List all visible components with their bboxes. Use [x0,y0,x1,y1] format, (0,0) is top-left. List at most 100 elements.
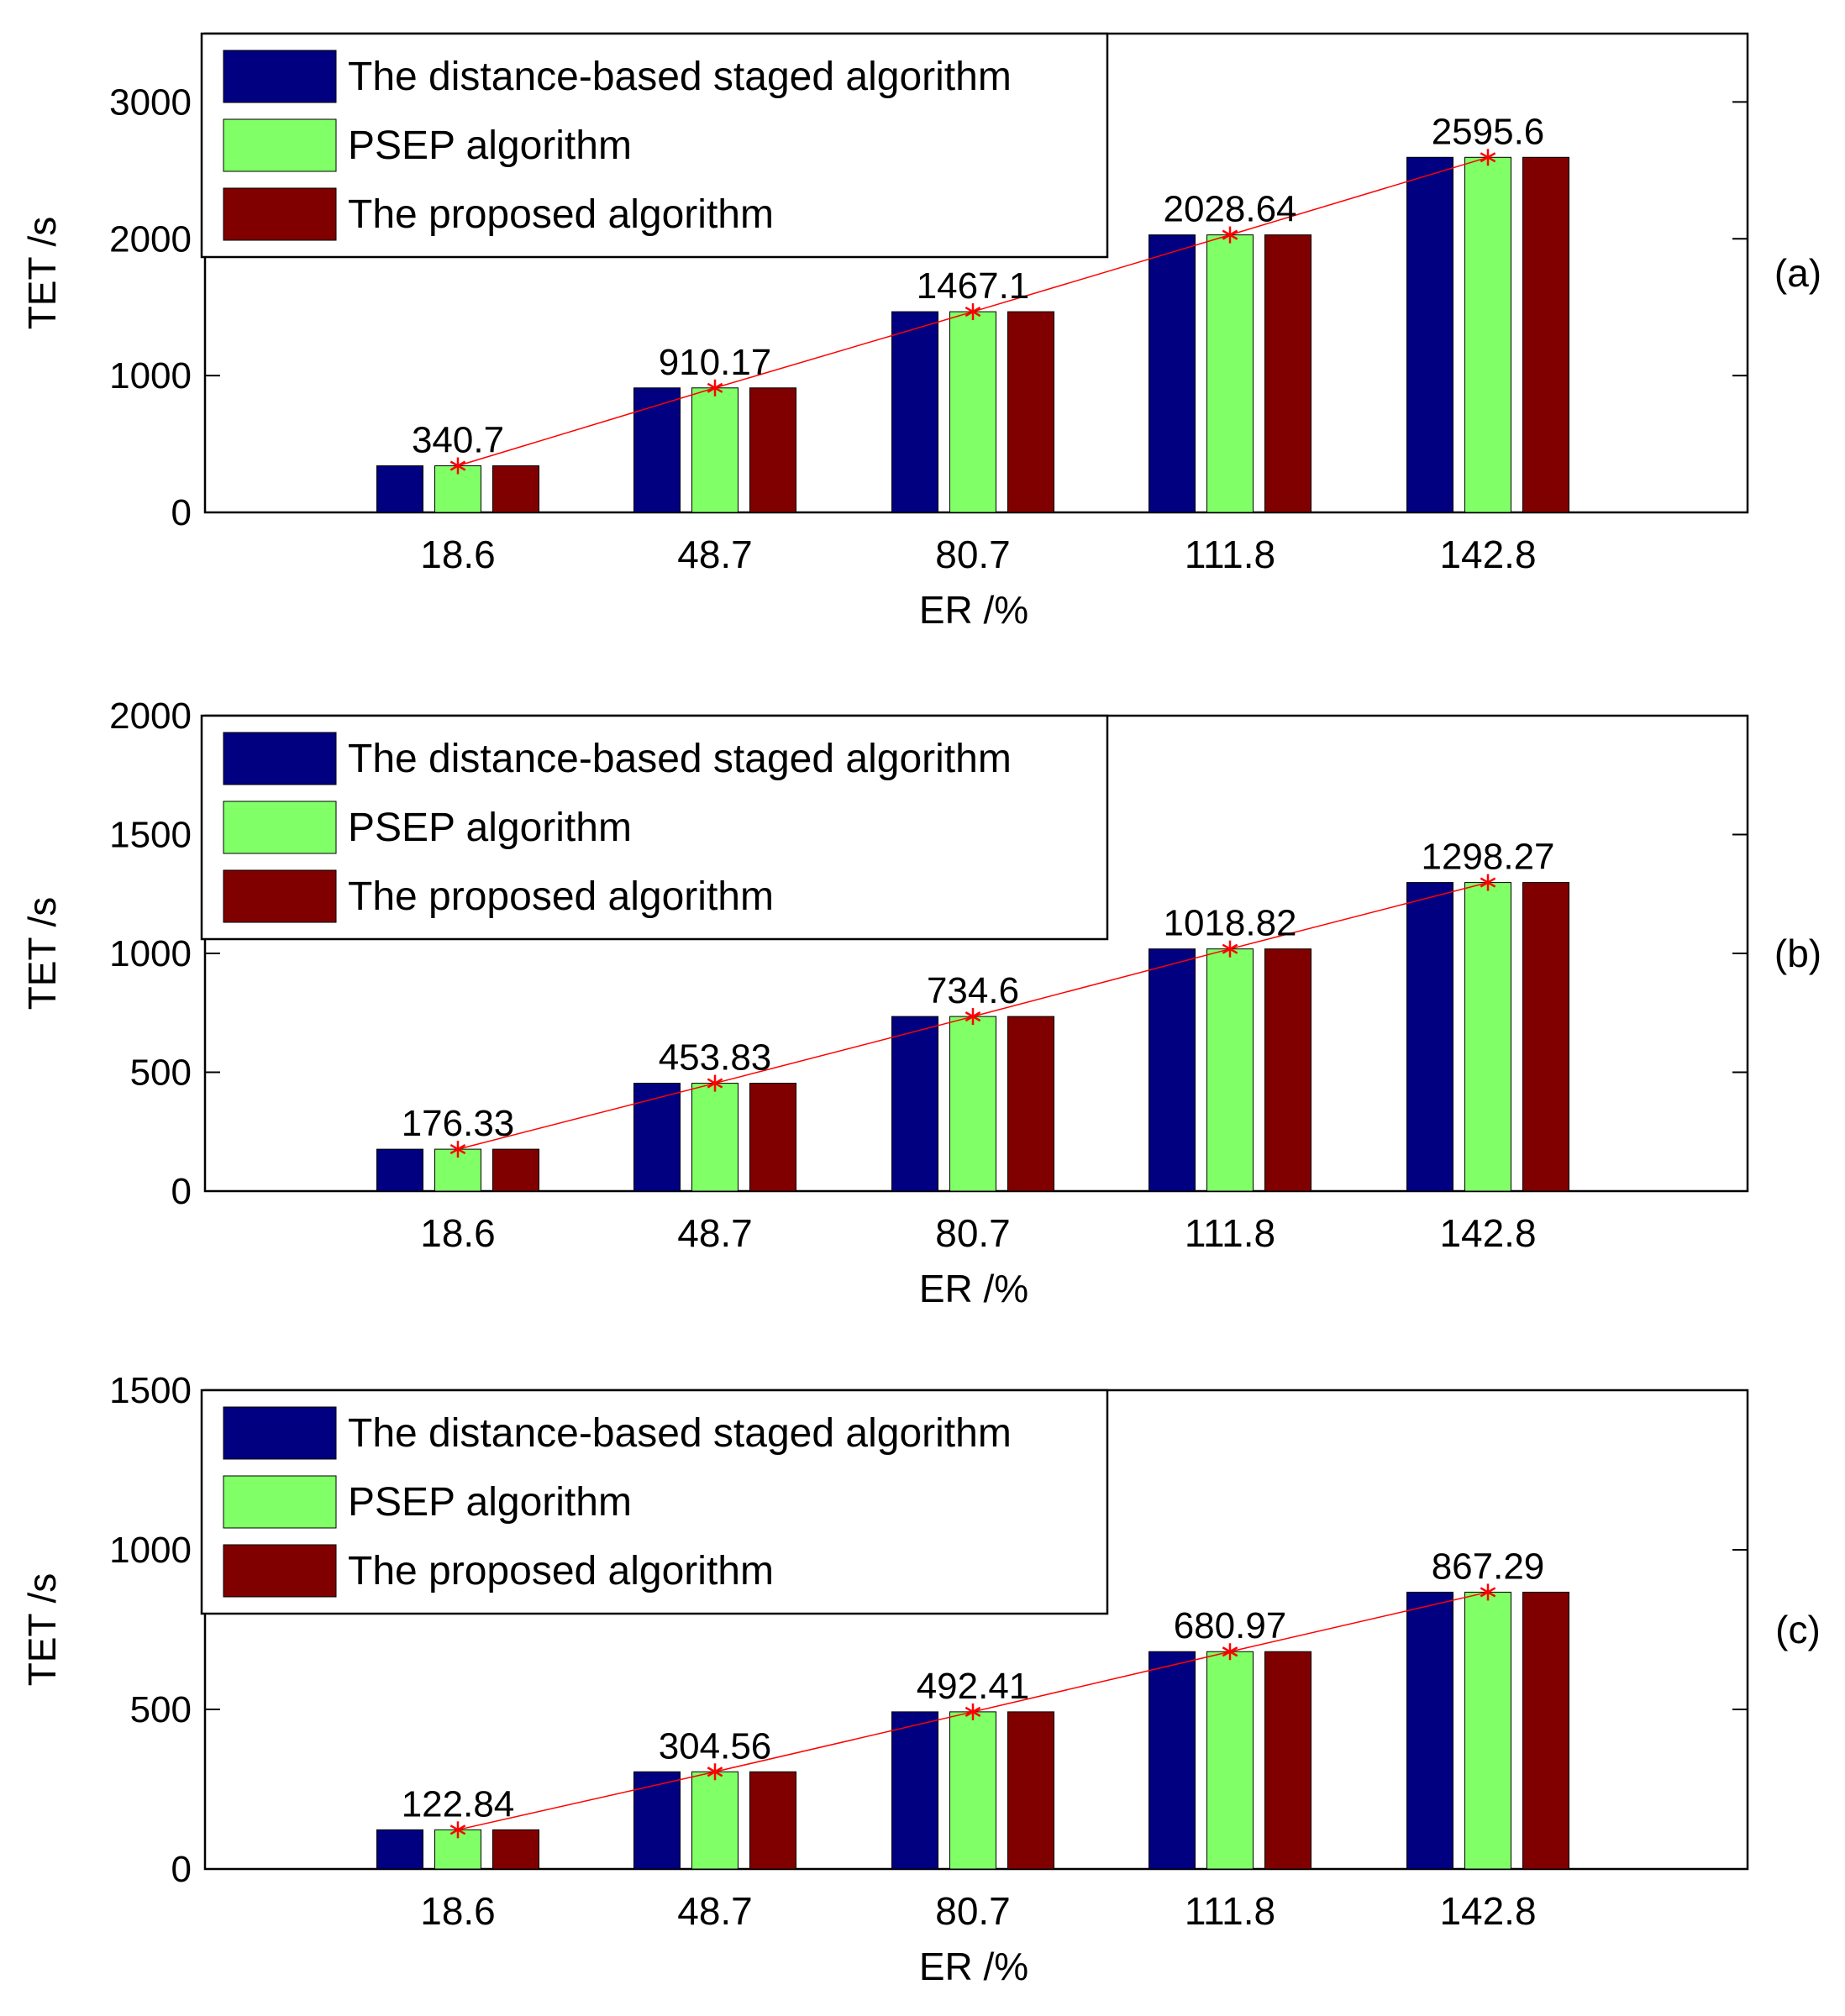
chart-panel-c: 0 500 1000 1500 122.84 304.56 492.41 680.97 867.… [20,1370,1821,1988]
marker-stroke [449,1144,466,1155]
bar-series1-2 [891,1711,938,1870]
bar-series3-3 [1264,948,1311,1192]
legend-swatch-1 [223,1406,337,1460]
bar-series2-3 [1206,234,1254,513]
x-tick-label: 80.7 [935,533,1011,576]
data-marker-3 [1222,940,1238,958]
bar-series1-4 [1406,882,1453,1192]
data-label-3: 1018.82 [1163,903,1296,944]
bar-series1-3 [1149,1651,1196,1870]
bar-series2-1 [691,1083,739,1192]
x-tick-label: 18.6 [420,1211,496,1255]
data-label-1: 910.17 [659,342,772,383]
data-label-2: 492.41 [917,1666,1030,1707]
bar-series3-1 [749,387,796,513]
x-tick-label: 18.6 [420,533,496,576]
bar-series2-3 [1206,1651,1254,1870]
legend-label-2: PSEP algorithm [348,123,632,168]
bar-series1-4 [1406,156,1453,513]
bar-series3-0 [492,465,539,513]
marker-stroke [1222,1646,1238,1657]
bar-series2-4 [1464,156,1511,513]
legend-box [200,1389,1109,1615]
y-tick-label: 1500 [109,815,192,856]
data-label-4: 2595.6 [1432,111,1545,152]
bar-series1-0 [376,465,423,513]
bar-series1-3 [1149,948,1196,1192]
y-tick-label: 1000 [109,933,192,974]
bar-series1-2 [891,311,938,513]
legend: The distance-based staged algorithm PSEP … [200,714,1109,941]
y-tick-label: 1000 [109,1530,192,1571]
marker-stroke [1480,152,1496,163]
data-marker-3 [1222,226,1238,244]
legend: The distance-based staged algorithm PSEP … [200,32,1109,259]
marker-stroke [707,1767,723,1777]
legend-label-1: The distance-based staged algorithm [348,737,1012,781]
bar-series2-1 [691,1771,739,1870]
bar-series3-2 [1007,311,1054,513]
bar-series2-2 [949,1711,996,1870]
x-tick-label: 111.8 [1185,1889,1275,1933]
data-label-4: 1298.27 [1421,837,1554,878]
x-tick-label: 142.8 [1439,533,1536,576]
y-tick-label: 500 [130,1053,192,1094]
legend: The distance-based staged algorithm PSEP … [200,1389,1109,1615]
legend-swatch-1 [223,50,337,103]
data-label-3: 2028.64 [1163,189,1296,230]
x-tick-label: 142.8 [1439,1211,1536,1255]
x-tick-label: 48.7 [677,1211,753,1255]
bar-series3-2 [1007,1711,1054,1870]
bar-series3-1 [749,1771,796,1870]
x-tick-label: 80.7 [935,1211,1011,1255]
x-tick-label: 111.8 [1185,533,1275,576]
data-marker-0 [449,457,466,475]
legend-label-3: The proposed algorithm [348,874,774,919]
bar-series3-2 [1007,1016,1054,1192]
data-marker-2 [965,1703,981,1720]
marker-stroke [1480,1587,1496,1598]
legend-label-1: The distance-based staged algorithm [348,55,1012,99]
legend-label-3: The proposed algorithm [348,192,774,237]
y-tick-label: 0 [171,1171,192,1212]
marker-stroke [707,382,723,393]
panel-label: (b) [1774,932,1821,975]
data-marker-1 [707,1074,723,1092]
bar-series1-0 [376,1829,423,1870]
legend-box [200,714,1109,941]
x-axis-title: ER /% [919,588,1028,632]
y-tick-label: 2000 [109,218,192,260]
x-tick-label: 80.7 [935,1889,1011,1933]
y-tick-label: 2000 [109,696,192,737]
y-axis-title: TET /s [20,897,64,1011]
legend-swatch-3 [223,869,337,923]
bar-series1-0 [376,1148,423,1192]
legend-swatch-3 [223,1544,337,1598]
marker-stroke [965,306,981,318]
legend-swatch-1 [223,732,337,785]
bar-series3-1 [749,1083,796,1192]
bar-series1-4 [1406,1591,1453,1870]
legend-swatch-2 [223,118,337,172]
data-marker-4 [1480,1583,1496,1601]
bar-series3-4 [1522,882,1569,1192]
data-marker-2 [965,303,981,321]
legend-label-1: The distance-based staged algorithm [348,1411,1012,1456]
y-tick-label: 0 [171,492,192,533]
bar-series2-2 [949,311,996,513]
y-axis-title: TET /s [20,1573,64,1687]
legend-swatch-3 [223,187,337,241]
data-marker-1 [707,1763,723,1781]
marker-stroke [965,1706,981,1717]
legend-label-2: PSEP algorithm [348,1480,632,1525]
bar-series3-4 [1522,1591,1569,1870]
legend-label-3: The proposed algorithm [348,1549,774,1593]
bar-series3-0 [492,1829,539,1870]
y-tick-label: 500 [130,1689,192,1730]
data-label-3: 680.97 [1174,1605,1287,1646]
marker-stroke [1222,229,1238,240]
data-marker-4 [1480,149,1496,166]
bar-series2-2 [949,1016,996,1192]
y-tick-label: 3000 [109,81,192,123]
